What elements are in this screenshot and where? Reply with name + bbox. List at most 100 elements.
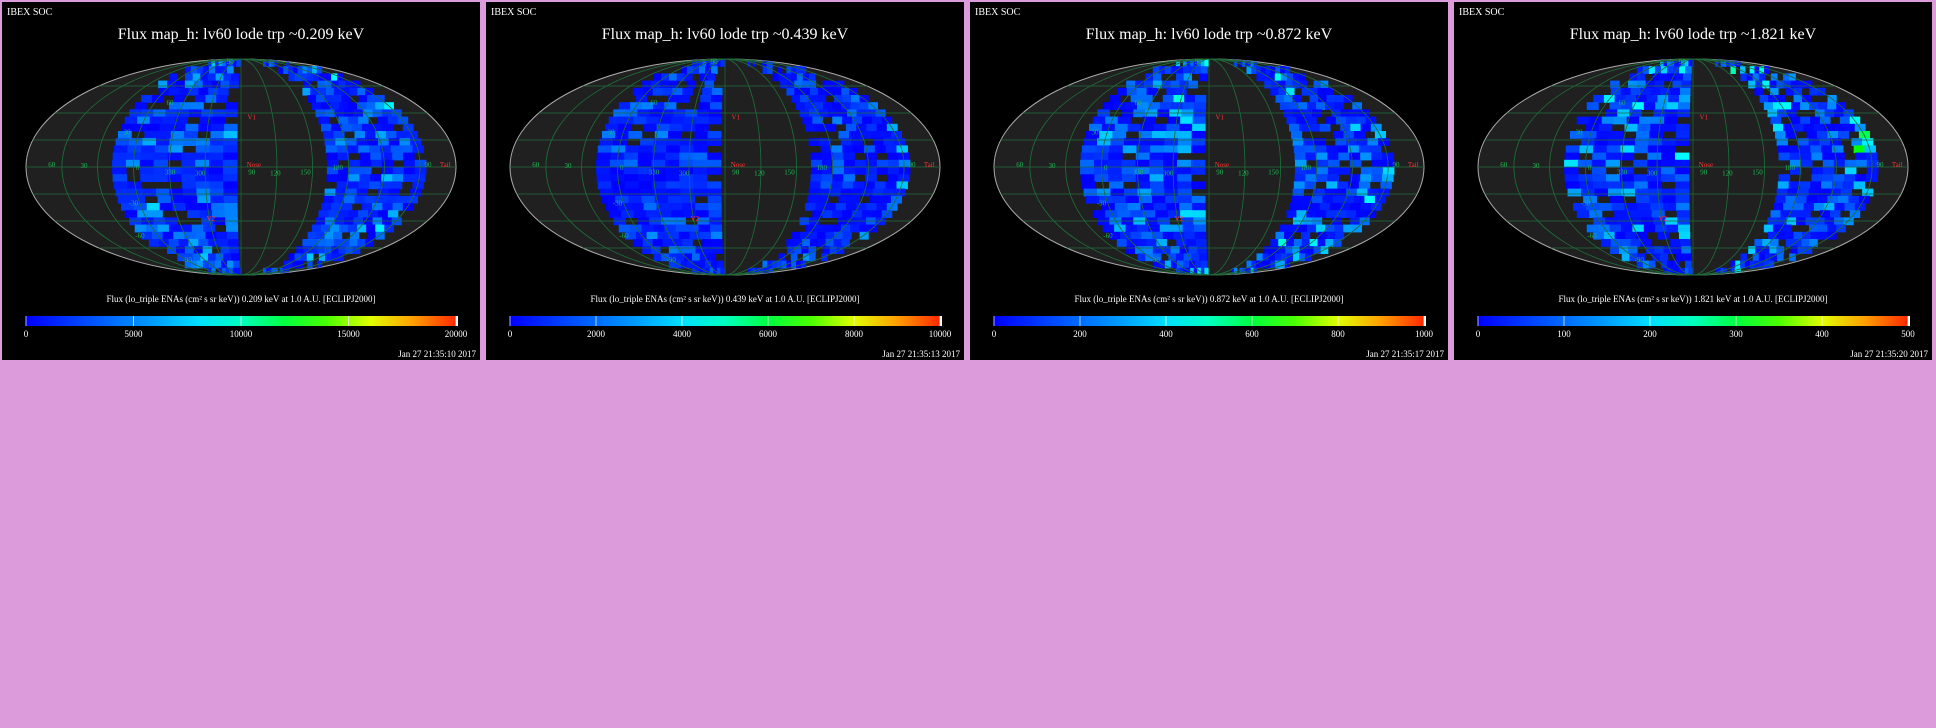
flux-tile <box>381 167 394 175</box>
flux-tile <box>1355 210 1367 218</box>
flux-tile <box>1140 123 1155 132</box>
flux-tile <box>1382 174 1394 182</box>
flux-tile <box>1179 203 1193 211</box>
flux-tile <box>1666 224 1679 233</box>
flux-tile <box>1316 174 1328 182</box>
flux-tile <box>1650 123 1664 132</box>
flux-tile <box>1636 66 1644 74</box>
coord-grid <box>994 58 1424 276</box>
flux-map-panel-2: IBEX SOC Flux map_h: lv60 lode trp ~0.43… <box>486 2 964 360</box>
marker-label: V1 <box>1699 113 1708 121</box>
flux-tile <box>345 246 354 254</box>
flux-tile <box>375 231 385 240</box>
flux-tile <box>216 231 228 240</box>
flux-tile <box>1270 239 1279 247</box>
flux-tile <box>1274 73 1282 82</box>
flux-tile <box>1672 80 1682 89</box>
flux-tile <box>175 80 186 89</box>
flux-tile <box>1777 181 1790 190</box>
lon-label: 180 <box>333 164 344 172</box>
flux-tile <box>1673 66 1680 74</box>
flux-tile <box>401 145 414 154</box>
flux-tile <box>306 73 314 82</box>
flux-tile <box>1299 253 1306 262</box>
flux-tile <box>596 152 612 161</box>
flux-tile <box>225 267 230 275</box>
flux-tile <box>168 102 181 110</box>
flux-tile <box>801 80 810 89</box>
flux-tile <box>1799 145 1811 154</box>
flux-tile <box>890 195 902 204</box>
flux-tile <box>366 102 376 110</box>
marker-label: V2 <box>1659 215 1668 223</box>
flux-tile <box>1239 267 1243 275</box>
flux-tile <box>1358 145 1371 154</box>
lon-label: 150 <box>1752 168 1763 176</box>
flux-tile <box>1271 246 1279 254</box>
flux-tile <box>1175 59 1181 67</box>
flux-tile <box>1803 123 1815 132</box>
flux-tile <box>885 181 898 190</box>
flux-tile <box>1844 123 1856 132</box>
flux-tile <box>872 188 885 197</box>
flux-tile <box>1659 73 1669 82</box>
flux-tile <box>1285 80 1294 89</box>
flux-tile <box>1740 66 1746 74</box>
flux-tile <box>1166 123 1180 132</box>
flux-tile <box>1634 188 1649 197</box>
flux-tile <box>707 195 722 204</box>
flux-tile <box>384 224 394 233</box>
flux-tile <box>825 123 837 132</box>
flux-tile <box>834 231 844 240</box>
colorbar-gradient <box>1478 316 1908 326</box>
flux-tile <box>154 174 169 182</box>
flux-tile <box>794 80 802 89</box>
flux-tile <box>1163 152 1178 161</box>
flux-tile <box>791 66 797 74</box>
flux-tile <box>1576 116 1590 125</box>
flux-tile <box>833 239 842 247</box>
flux-tile <box>1275 260 1281 269</box>
flux-tile <box>1152 80 1163 89</box>
flux-tile <box>843 152 855 161</box>
flux-tile <box>1350 203 1362 211</box>
flux-tile <box>142 188 157 197</box>
flux-tile <box>1170 260 1178 269</box>
flux-tile <box>1367 138 1379 146</box>
source-label: IBEX SOC <box>1459 7 1505 18</box>
flux-tile <box>840 188 852 197</box>
flux-tile <box>211 203 225 211</box>
flux-tile <box>1797 80 1806 89</box>
flux-tile <box>608 210 622 218</box>
flux-tile <box>1148 224 1161 233</box>
flux-tile <box>369 145 381 154</box>
flux-tile <box>113 181 129 190</box>
flux-tile <box>1137 253 1146 262</box>
flux-tile <box>328 210 339 218</box>
flux-tile <box>1159 102 1172 110</box>
flux-tile <box>1614 210 1628 218</box>
flux-tile <box>1094 174 1109 182</box>
flux-tile <box>1731 59 1736 67</box>
flux-tile <box>1621 253 1630 262</box>
flux-tile <box>596 174 612 182</box>
flux-tile <box>802 116 814 125</box>
flux-tile <box>1326 231 1336 240</box>
lon-label: 0 <box>136 164 140 172</box>
flux-tile <box>1675 195 1690 204</box>
flux-tile <box>856 203 867 211</box>
flux-tile <box>1162 95 1175 103</box>
flux-tile <box>1294 174 1307 182</box>
flux-tile <box>1286 73 1294 82</box>
flux-tile <box>324 253 332 262</box>
flux-tile <box>1304 145 1317 154</box>
flux-tile <box>1606 181 1622 190</box>
flux-tile <box>1770 210 1782 218</box>
flux-tile <box>845 203 857 211</box>
flux-tile <box>410 138 422 146</box>
flux-tile <box>809 239 819 247</box>
flux-tile <box>794 246 802 254</box>
flux-tile <box>1785 131 1797 139</box>
flux-tile <box>1332 195 1345 204</box>
